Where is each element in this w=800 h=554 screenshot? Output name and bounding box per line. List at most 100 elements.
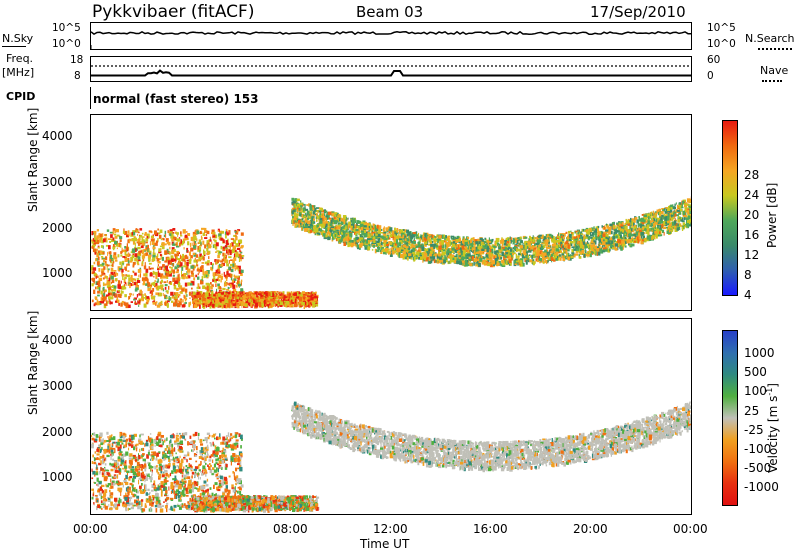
heatmap-cell [538,234,542,240]
heatmap-cell [641,214,644,216]
heatmap-cell [91,239,94,242]
heatmap-cell [217,254,220,259]
heatmap-cell [126,263,128,268]
heatmap-cell [235,243,239,247]
heatmap-cell [137,238,141,243]
heatmap-cell [288,292,290,294]
heatmap-cell [618,244,620,247]
heatmap-cell [618,224,622,229]
heatmap-cell [382,248,386,252]
heatmap-cell [112,244,115,247]
heatmap-cell [426,250,428,253]
heatmap-cell [106,276,108,280]
heatmap-cell [533,255,535,259]
heatmap-cell [114,272,117,275]
heatmap-cell [168,297,171,301]
heatmap-cell [684,209,688,213]
heatmap-cell [555,236,557,241]
heatmap-cell [230,277,233,281]
heatmap-cell [188,251,191,256]
heatmap-cell [197,245,200,250]
heatmap-cell [510,239,512,244]
heatmap-cell [314,300,318,303]
heatmap-cell [125,253,129,257]
heatmap-cell [477,238,481,242]
heatmap-cell [207,273,210,277]
heatmap-cell [207,299,211,303]
heatmap-cell [505,242,507,246]
heatmap-cell [212,264,214,269]
heatmap-cell [294,301,297,306]
heatmap-cell [522,259,524,264]
heatmap-cell [290,295,294,300]
heatmap-cell [256,295,258,298]
heatmap-cell [147,297,150,301]
heatmap-cell [427,249,431,253]
heatmap-cell [110,234,113,238]
heatmap-cell [328,221,330,224]
heatmap-cell [185,265,189,270]
heatmap-cell [251,298,253,301]
heatmap-cell [509,248,513,252]
heatmap-cell [309,229,313,233]
heatmap-cell [235,291,237,296]
heatmap-cell [266,302,270,306]
heatmap-cell [210,282,212,285]
heatmap-cell [167,257,169,260]
heatmap-cell [108,286,112,290]
heatmap-cell [136,278,140,280]
heatmap-cell [173,272,175,275]
heatmap-cell [679,211,681,214]
heatmap-cell [166,274,169,279]
heatmap-cell [127,230,130,234]
heatmap-cell [195,298,198,301]
heatmap-cell [496,259,499,263]
heatmap-cell [202,303,205,306]
heatmap-cell [212,300,215,305]
heatmap-cell [528,260,530,263]
heatmap-cell [125,269,127,272]
heatmap-cell [469,243,471,247]
heatmap-cell [223,275,227,277]
heatmap-cell [356,230,359,234]
heatmap-cell [206,244,208,247]
heatmap-cell [141,262,144,267]
heatmap-cell [352,231,354,233]
heatmap-cell [198,286,201,289]
heatmap-cell [338,221,340,224]
heatmap-cell [191,242,193,247]
heatmap-cell [643,214,647,218]
heatmap-cell [130,283,134,286]
heatmap-cell [317,211,319,214]
heatmap-cell [598,241,601,246]
heatmap-cell [478,241,482,245]
heatmap-cell [235,236,238,241]
heatmap-cell [236,296,240,300]
heatmap-cell [512,250,515,254]
heatmap-cell [630,228,633,232]
heatmap-cell [301,301,305,306]
heatmap-cell [647,213,650,216]
heatmap-cell [233,249,237,253]
heatmap-cell [92,277,96,282]
heatmap-cell [510,254,513,258]
heatmap-cell [154,230,157,235]
heatmap-cell [385,248,389,252]
heatmap-cell [164,284,168,287]
heatmap-cell [93,303,96,307]
heatmap-cell [164,294,166,298]
heatmap-cell [176,232,179,235]
heatmap-cell [229,273,232,278]
heatmap-cell [625,220,628,224]
heatmap-cell [545,246,549,249]
heatmap-cell [201,304,203,308]
heatmap-cell [516,244,520,247]
heatmap-cell [613,221,615,225]
heatmap-cell [155,301,158,304]
heatmap-cell [223,254,225,259]
heatmap-cell [618,232,622,235]
heatmap-cell [228,249,230,252]
heatmap-cell [501,242,504,247]
heatmap-cell [433,246,435,249]
heatmap-cell [202,271,205,276]
